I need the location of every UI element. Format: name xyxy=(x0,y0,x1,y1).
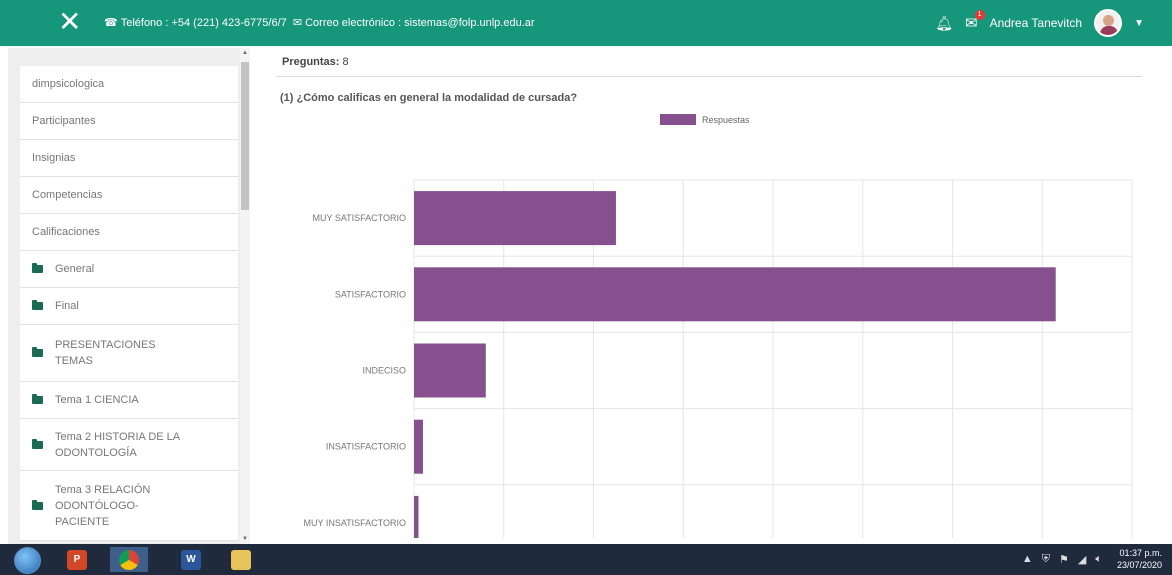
shield-icon[interactable]: ⛨ xyxy=(1041,553,1051,565)
top-bar: ✕ ☎ Teléfono : +54 (221) 423-6775/6/7 ✉ Co… xyxy=(0,0,1172,46)
folder-icon xyxy=(32,438,43,449)
word-app-button[interactable]: W xyxy=(172,547,210,572)
sidebar-item-label: General xyxy=(55,263,95,275)
email-text: Correo electrónico : sistemas@folp.unlp.… xyxy=(305,17,535,29)
taskbar: P W ▲ ⛨ ⚑ ◢ 🔈︎ 01:37 p.m. 23/07/2020 xyxy=(0,544,1172,575)
questions-count: Preguntas: 8 xyxy=(282,56,349,68)
scroll-up-icon[interactable]: ▲ xyxy=(242,50,248,56)
sidebar-item[interactable]: Final xyxy=(20,288,238,325)
flag-icon[interactable]: ⚑ xyxy=(1059,554,1069,566)
notification-badge: 1 xyxy=(974,10,985,20)
user-area: 🔔︎ ✉ 1 Andrea Tanevitch ▼ xyxy=(935,8,1144,38)
sidebar-item-label: PRESENTACIONES TEMAS xyxy=(55,339,156,367)
folder-icon xyxy=(231,549,251,570)
bar xyxy=(414,495,419,538)
folder-icon xyxy=(32,499,43,510)
avatar[interactable] xyxy=(1094,9,1123,37)
y-tick-label: MUY INSATISFACTORIO xyxy=(303,518,406,528)
bar xyxy=(414,343,486,398)
caret-down-icon[interactable]: ▼ xyxy=(1134,17,1144,29)
legend-label: Respuestas xyxy=(702,115,750,125)
y-tick-label: INDECISO xyxy=(362,366,406,376)
bar xyxy=(414,191,616,246)
bar-chart: Respuestas020406080100120140160MUY SATIS… xyxy=(303,114,1133,538)
sidebar-item-label: Insignias xyxy=(32,152,76,164)
system-tray: ▲ ⛨ ⚑ ◢ 🔈︎ xyxy=(1022,553,1102,566)
close-icon[interactable]: ✕ xyxy=(58,6,82,37)
sidebar-item[interactable]: General xyxy=(20,251,238,288)
volume-icon[interactable]: 🔈︎ xyxy=(1095,553,1102,565)
y-tick-label: MUY SATISFACTORIO xyxy=(312,213,406,223)
clock[interactable]: 01:37 p.m. 23/07/2020 xyxy=(1104,547,1162,571)
start-button[interactable] xyxy=(14,547,41,574)
clock-date: 23/07/2020 xyxy=(1116,560,1162,570)
sidebar-item-label: dimpsicologica xyxy=(32,78,105,90)
questions-label: Preguntas: xyxy=(282,56,340,68)
clock-time: 01:37 p.m. xyxy=(1119,548,1162,558)
tray-expand-icon[interactable]: ▲ xyxy=(1021,553,1033,565)
sidebar-item[interactable]: dimpsicologica xyxy=(20,66,238,103)
sidebar-item[interactable]: Tema 2 HISTORIA DE LA ODONTOLOGÍA xyxy=(20,419,238,471)
file-explorer-app-button[interactable] xyxy=(222,547,260,572)
sidebar-item[interactable]: Tema 3 RELACIÓN ODONTÓLOGO-PACIENTE xyxy=(20,471,238,541)
folder-icon xyxy=(32,263,43,273)
sidebar-nav: dimpsicologica Participantes Insignias Comp… xyxy=(20,66,238,541)
folder-icon xyxy=(32,300,43,310)
sidebar-item-label: Tema 3 RELACIÓN ODONTÓLOGO-PACIENTE xyxy=(55,483,151,528)
user-name[interactable]: Andrea Tanevitch xyxy=(989,16,1083,30)
sidebar-item[interactable]: Participantes xyxy=(20,103,238,140)
scroll-down-icon[interactable]: ▼ xyxy=(242,536,248,542)
folder-icon xyxy=(32,347,43,357)
sidebar-item-label: Calificaciones xyxy=(32,226,100,238)
legend-swatch xyxy=(660,114,696,125)
questions-value: 8 xyxy=(342,56,349,68)
sidebar-item-label: Competencias xyxy=(32,189,103,201)
folder-icon xyxy=(32,394,43,404)
contact-info: ☎ Teléfono : +54 (221) 423-6775/6/7 ✉ Corr… xyxy=(104,16,535,29)
phone-text: Teléfono : +54 (221) 423-6775/6/7 xyxy=(120,17,287,29)
sidebar-item-label: Tema 1 CIENCIA xyxy=(55,394,139,406)
main-content: Preguntas: 8 (1) ¿Cómo calificas en gene… xyxy=(262,48,1172,544)
sidebar-item-label: Participantes xyxy=(32,115,96,127)
powerpoint-app-button[interactable]: P xyxy=(58,547,96,572)
chrome-icon xyxy=(119,549,139,570)
question-title: (1) ¿Cómo calificas en general la modali… xyxy=(280,92,578,104)
y-tick-label: SATISFACTORIO xyxy=(335,289,406,299)
powerpoint-icon: P xyxy=(67,549,87,570)
bar xyxy=(414,267,1056,322)
sidebar-item[interactable]: PRESENTACIONES TEMAS xyxy=(20,325,238,382)
bell-icon[interactable]: 🔔︎ xyxy=(935,14,953,31)
scrollbar-thumb[interactable] xyxy=(241,62,249,210)
sidebar-item[interactable]: Insignias xyxy=(20,140,238,177)
divider xyxy=(276,76,1142,77)
sidebar-item[interactable]: Calificaciones xyxy=(20,214,238,251)
word-icon: W xyxy=(181,549,201,570)
sidebar: dimpsicologica Participantes Insignias Comp… xyxy=(8,48,250,544)
sidebar-item[interactable]: Tema 1 CIENCIA xyxy=(20,382,238,419)
chrome-app-button[interactable] xyxy=(110,547,148,572)
sidebar-scrollbar[interactable]: ▲ ▼ xyxy=(240,48,250,544)
sidebar-item-label: Tema 2 HISTORIA DE LA ODONTOLOGÍA xyxy=(55,430,180,459)
phone-icon: ☎ xyxy=(104,17,118,29)
bar xyxy=(414,419,423,474)
network-icon[interactable]: ◢ xyxy=(1077,554,1087,566)
y-tick-label: INSATISFACTORIO xyxy=(326,442,406,452)
sidebar-item[interactable]: Competencias xyxy=(20,177,238,214)
sidebar-item-label: Final xyxy=(55,300,79,312)
chat-icon[interactable]: ✉ 1 xyxy=(965,10,985,32)
envelope-icon: ✉ xyxy=(292,17,303,29)
